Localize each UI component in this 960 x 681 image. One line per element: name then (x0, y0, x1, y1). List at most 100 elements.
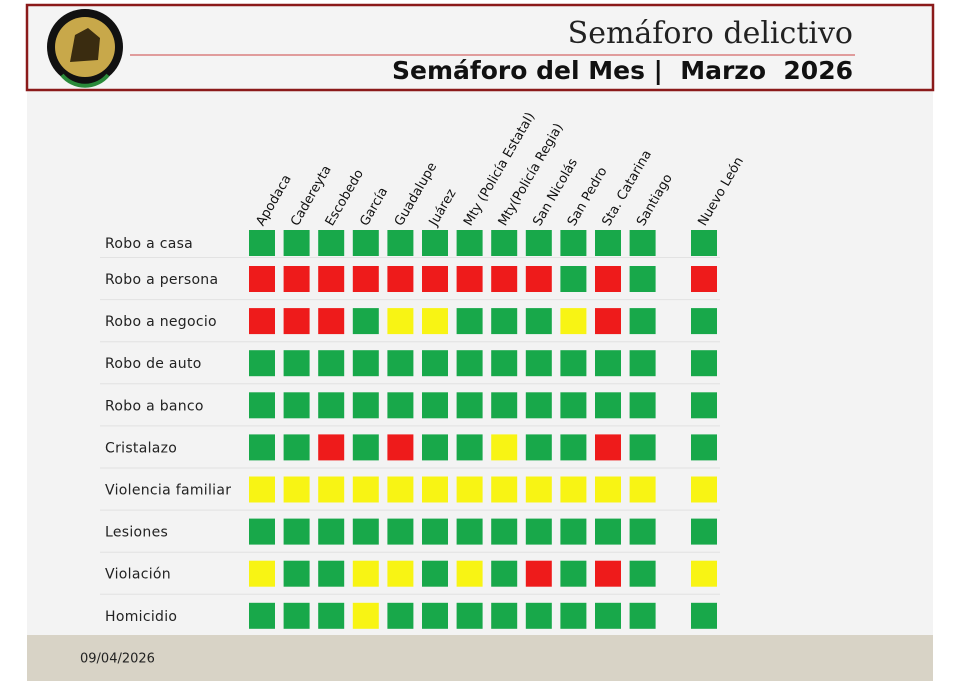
status-cell (422, 560, 448, 587)
status-cell (595, 266, 621, 292)
status-cell (629, 392, 656, 419)
status-cell (352, 392, 379, 419)
status-cell (283, 392, 310, 419)
status-cell (249, 266, 275, 292)
status-cell (352, 560, 379, 587)
status-cell (629, 602, 656, 629)
status-cell (249, 518, 275, 545)
status-cell (456, 602, 483, 629)
status-cell (318, 350, 345, 377)
status-cell (595, 518, 621, 545)
status-cell (387, 392, 414, 419)
status-cell (352, 434, 379, 461)
status-cell (387, 434, 414, 461)
logo (47, 9, 123, 88)
status-cell (387, 518, 414, 545)
status-cell (491, 602, 518, 629)
status-cell (352, 518, 379, 545)
status-cell (525, 230, 552, 256)
status-cell (422, 308, 448, 335)
logo-lion (70, 28, 100, 62)
status-cell (560, 560, 587, 587)
status-cell (387, 350, 414, 377)
status-cell (560, 266, 587, 292)
status-cell (491, 350, 518, 377)
status-cell (283, 518, 310, 545)
status-cell (560, 350, 587, 377)
row-label: Homicidio (105, 609, 177, 625)
subtitle: Semáforo del Mes | Marzo 2026 (392, 56, 853, 85)
row-label: Violación (105, 567, 171, 583)
status-cell (456, 476, 483, 503)
status-cell (249, 602, 275, 629)
status-cell (691, 518, 717, 545)
status-cell (249, 392, 275, 419)
row-label: Robo a casa (105, 236, 193, 252)
row-label: Robo a persona (105, 272, 218, 288)
status-cell (629, 518, 656, 545)
status-cell (560, 476, 587, 503)
status-cell (318, 308, 345, 335)
status-cell (525, 560, 552, 587)
status-cell (595, 392, 621, 419)
status-cell (491, 266, 518, 292)
status-cell (352, 230, 379, 256)
status-cell (691, 308, 717, 335)
header-box (25, 3, 935, 92)
status-cell (691, 602, 717, 629)
status-cell (283, 308, 310, 335)
status-cell (387, 476, 414, 503)
status-cell (560, 602, 587, 629)
row-label: Robo a negocio (105, 314, 217, 330)
status-cell (249, 476, 275, 503)
status-cell (249, 308, 275, 335)
row-label: Lesiones (105, 525, 168, 541)
status-cell (422, 518, 448, 545)
row-label: Robo de auto (105, 356, 202, 372)
status-cell (352, 476, 379, 503)
status-cell (456, 518, 483, 545)
status-cell (249, 560, 275, 587)
status-cell (387, 266, 414, 292)
status-cell (318, 230, 345, 256)
status-cell (456, 230, 483, 256)
status-cell (595, 230, 621, 256)
status-cell (560, 434, 587, 461)
status-cell (249, 434, 275, 461)
status-cell (318, 392, 345, 419)
footer-bg (27, 635, 933, 681)
status-cell (387, 308, 414, 335)
status-cell (691, 350, 717, 377)
status-cell (352, 602, 379, 629)
status-cell (456, 392, 483, 419)
status-cell (491, 308, 518, 335)
status-cell (525, 602, 552, 629)
status-cell (318, 476, 345, 503)
status-cell (422, 476, 448, 503)
status-cell (491, 518, 518, 545)
status-cell (691, 476, 717, 503)
status-cell (491, 230, 518, 256)
status-cell (387, 230, 414, 256)
status-cell (387, 560, 414, 587)
status-cell (283, 230, 310, 256)
status-cell (422, 350, 448, 377)
status-cell (525, 308, 552, 335)
status-cell (456, 434, 483, 461)
status-cell (491, 434, 518, 461)
status-cell (629, 560, 656, 587)
status-cell (422, 434, 448, 461)
status-cell (491, 476, 518, 503)
status-cell (595, 308, 621, 335)
status-cell (629, 230, 656, 256)
status-cell (525, 350, 552, 377)
status-cell (525, 392, 552, 419)
status-cell (629, 308, 656, 335)
status-cell (456, 308, 483, 335)
status-cell (491, 392, 518, 419)
status-cell (691, 392, 717, 419)
status-cell (318, 266, 345, 292)
row-label: Cristalazo (105, 440, 177, 456)
status-cell (283, 602, 310, 629)
